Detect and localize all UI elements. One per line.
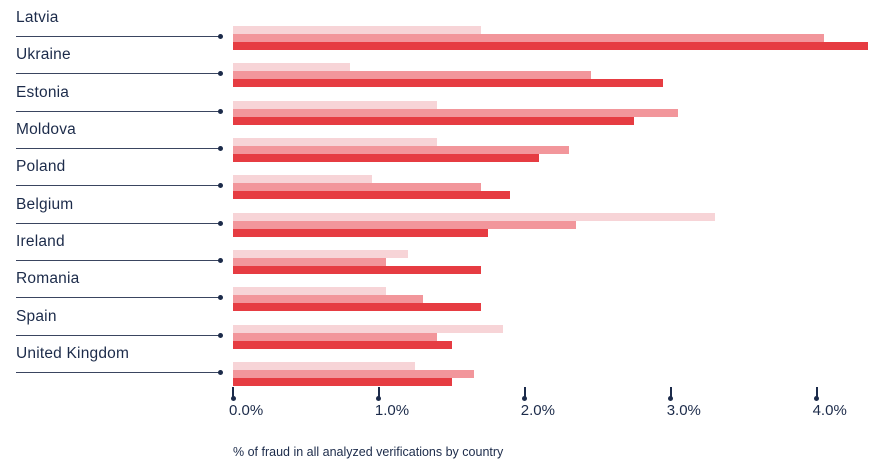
- country-label: Belgium: [16, 195, 74, 213]
- bar-light-pink: [233, 26, 481, 34]
- x-tick-label: 3.0%: [666, 402, 701, 419]
- bar-salmon: [233, 183, 481, 192]
- bar-group: [233, 212, 715, 237]
- bar-group: [233, 175, 511, 200]
- x-tick-dot: [230, 395, 236, 401]
- country-label: Ukraine: [16, 46, 71, 64]
- bar-red: [233, 378, 452, 387]
- country-label: United Kingdom: [16, 345, 130, 363]
- country-label: Ireland: [16, 233, 65, 251]
- x-tick-label: 1.0%: [374, 402, 410, 419]
- bar-red: [233, 191, 511, 200]
- bar-salmon: [233, 295, 423, 304]
- bar-red: [233, 228, 489, 237]
- leader-line: [16, 146, 223, 152]
- bar-light-pink: [233, 63, 350, 72]
- bar-red: [233, 42, 868, 50]
- x-tick-dot: [376, 395, 382, 401]
- bar-salmon: [233, 71, 591, 80]
- leader-line: [16, 108, 223, 114]
- country-label: Moldova: [16, 121, 76, 139]
- x-tick-label: 4.0%: [812, 402, 847, 419]
- bar-light-pink: [233, 362, 416, 371]
- country-label: Latvia: [16, 9, 59, 26]
- bar-salmon: [233, 258, 387, 267]
- x-tick-label: 2.0%: [520, 402, 555, 419]
- country-label: Poland: [16, 158, 66, 176]
- leader-line: [16, 258, 223, 264]
- bar-salmon: [233, 108, 678, 117]
- leader-line: [16, 370, 223, 376]
- bar-group: [233, 362, 474, 387]
- x-tick-line: [669, 387, 672, 397]
- bar-group: [233, 100, 678, 125]
- chart-row: Spain: [0, 308, 882, 352]
- x-tick-line: [815, 387, 818, 397]
- x-tick-dot: [814, 395, 820, 401]
- leader-line: [16, 295, 223, 301]
- bar-light-pink: [233, 250, 409, 259]
- chart-row: Belgium: [0, 196, 882, 240]
- chart-row: Estonia: [0, 84, 882, 128]
- bar-red: [233, 340, 452, 349]
- leader-line: [16, 183, 223, 189]
- bar-group: [233, 250, 481, 275]
- bar-group: [233, 138, 569, 163]
- x-tick-label: 0.0%: [229, 402, 264, 419]
- bar-light-pink: [233, 324, 503, 333]
- bar-group: [233, 324, 503, 349]
- leader-line: [16, 332, 223, 338]
- country-label: Romania: [16, 270, 80, 288]
- bar-salmon: [233, 370, 474, 379]
- bar-light-pink: [233, 100, 438, 109]
- chart-row: Ukraine: [0, 46, 882, 90]
- chart-row: Ireland: [0, 233, 882, 277]
- bar-salmon: [233, 146, 569, 155]
- x-tick-line: [377, 387, 380, 397]
- chart-row: United Kingdom: [0, 345, 882, 389]
- bar-red: [233, 303, 481, 312]
- bar-salmon: [233, 332, 438, 341]
- bar-red: [233, 266, 481, 275]
- bar-red: [233, 116, 635, 125]
- bar-light-pink: [233, 287, 387, 296]
- bar-light-pink: [233, 212, 715, 221]
- bar-red: [233, 154, 540, 163]
- bar-light-pink: [233, 138, 438, 147]
- bar-red: [233, 79, 664, 88]
- chart-row: Moldova: [0, 121, 882, 165]
- x-axis-caption: % of fraud in all analyzed verifications…: [233, 445, 504, 459]
- bar-group: [233, 63, 664, 88]
- bar-light-pink: [233, 175, 372, 184]
- chart-row: Latvia: [0, 9, 882, 53]
- bar-group: [233, 287, 481, 312]
- bar-salmon: [233, 34, 824, 42]
- chart-row: Poland: [0, 158, 882, 202]
- x-tick-dot: [522, 395, 528, 401]
- x-tick-dot: [668, 395, 674, 401]
- chart-row: Romania: [0, 270, 882, 314]
- bar-group: [233, 26, 868, 50]
- country-label: Estonia: [16, 83, 70, 101]
- leader-line: [16, 34, 223, 39]
- leader-line: [16, 220, 223, 226]
- country-label: Spain: [16, 307, 57, 325]
- x-tick-line: [523, 387, 526, 397]
- bar-salmon: [233, 220, 576, 229]
- leader-line: [16, 71, 223, 77]
- x-tick-line: [232, 387, 234, 397]
